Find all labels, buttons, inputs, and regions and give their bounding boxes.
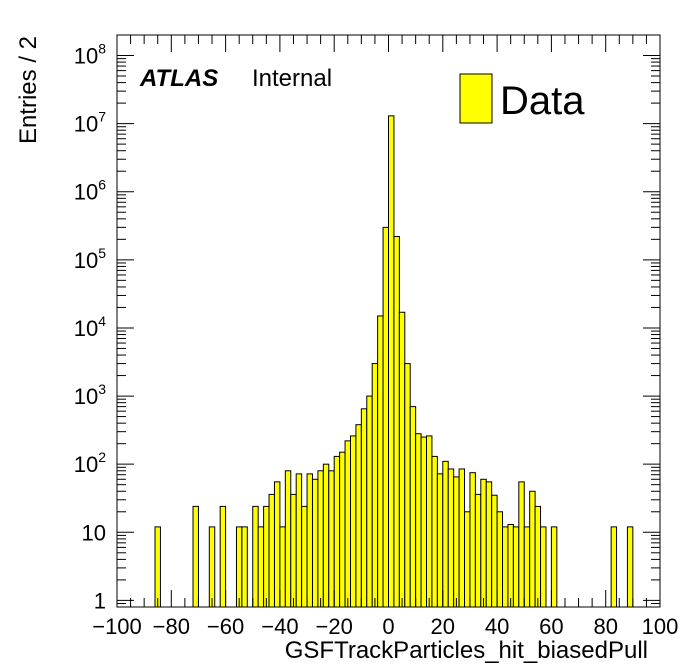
histogram-bar bbox=[268, 493, 275, 608]
histogram-bar bbox=[420, 436, 428, 608]
histogram-bar bbox=[393, 236, 400, 608]
y-tick-label: 106 bbox=[74, 177, 106, 205]
x-tick-label: −20 bbox=[316, 614, 353, 639]
histogram-bar bbox=[192, 505, 199, 608]
status-label: Internal bbox=[252, 65, 332, 92]
histogram-bars bbox=[154, 115, 634, 608]
x-tick-label: 80 bbox=[593, 614, 617, 639]
histogram-bar bbox=[366, 395, 373, 608]
histogram-bar bbox=[529, 490, 536, 608]
histogram-bar bbox=[464, 511, 471, 608]
histogram-bar bbox=[219, 505, 227, 608]
histogram-bar bbox=[502, 526, 509, 608]
x-axis-title: GSFTrackParticles_hit_biasedPull bbox=[285, 637, 648, 664]
histogram-bar bbox=[306, 473, 313, 608]
histogram-bar bbox=[512, 526, 520, 608]
y-tick-label: 108 bbox=[74, 41, 106, 69]
histogram-bar bbox=[377, 315, 384, 608]
histogram-bar bbox=[480, 478, 487, 608]
histogram-bar bbox=[626, 526, 634, 608]
atlas-label: ATLAS bbox=[139, 65, 218, 92]
histogram-bar bbox=[447, 468, 455, 608]
histogram-bar bbox=[426, 435, 433, 608]
x-tick-label: 100 bbox=[642, 614, 679, 639]
histogram-bar bbox=[453, 476, 460, 608]
histogram-bar bbox=[474, 493, 482, 608]
y-axis-title: Entries / 2 bbox=[15, 36, 42, 144]
histogram-bar bbox=[491, 494, 498, 608]
x-tick-label: −40 bbox=[261, 614, 298, 639]
axis-ticks bbox=[116, 34, 661, 608]
histogram-bar bbox=[485, 481, 493, 608]
histogram-bar bbox=[349, 435, 357, 608]
histogram-bar bbox=[311, 478, 319, 608]
histogram-bar bbox=[404, 363, 411, 608]
histogram-bar bbox=[388, 115, 395, 608]
histogram-bar bbox=[534, 505, 542, 608]
histogram-bar bbox=[398, 311, 406, 608]
histogram-bar bbox=[442, 460, 449, 608]
histogram-bar bbox=[431, 455, 438, 608]
histogram-bar bbox=[469, 472, 476, 608]
legend-label-data: Data bbox=[500, 79, 585, 123]
histogram-bar bbox=[257, 526, 265, 608]
histogram-bar bbox=[273, 481, 281, 608]
histogram-bar bbox=[360, 408, 368, 608]
histogram-bar bbox=[317, 470, 324, 608]
histogram-bar bbox=[322, 463, 330, 608]
histogram-bar bbox=[344, 440, 351, 608]
histogram-bar bbox=[290, 493, 297, 608]
x-tick-label: −80 bbox=[153, 614, 190, 639]
y-tick-label: 10 bbox=[82, 520, 106, 545]
y-tick-label: 104 bbox=[74, 313, 106, 341]
x-tick-label: 0 bbox=[382, 614, 394, 639]
histogram-bar bbox=[507, 524, 514, 608]
y-tick-label: 102 bbox=[74, 449, 106, 477]
histogram-bar bbox=[518, 481, 525, 608]
x-tick-label: 40 bbox=[485, 614, 509, 639]
histogram-bar bbox=[241, 526, 248, 608]
histogram-bar bbox=[208, 526, 216, 608]
x-tick-label: −100 bbox=[92, 614, 142, 639]
histogram-bar bbox=[284, 470, 292, 608]
histogram-bar bbox=[333, 455, 341, 608]
histogram-bar bbox=[550, 526, 558, 608]
histogram-bar bbox=[523, 526, 531, 608]
y-tick-label: 105 bbox=[74, 245, 106, 273]
x-tick-label: 20 bbox=[431, 614, 455, 639]
x-tick-label: −60 bbox=[207, 614, 244, 639]
y-tick-label: 107 bbox=[74, 109, 106, 137]
histogram-bar bbox=[355, 424, 362, 608]
histogram-bar bbox=[339, 451, 346, 608]
histogram-bar bbox=[235, 526, 243, 608]
legend-swatch bbox=[459, 73, 493, 124]
y-tick-labels: 1 10 102 103 104 105 106 107 108 bbox=[74, 41, 106, 614]
histogram-bar bbox=[263, 505, 270, 608]
histogram-bar bbox=[458, 468, 466, 608]
y-tick-label: 103 bbox=[74, 381, 106, 409]
histogram-bar bbox=[382, 226, 390, 608]
histogram-bar bbox=[436, 473, 444, 608]
histogram-bar bbox=[371, 363, 379, 608]
histogram-bar bbox=[252, 505, 259, 608]
histogram-bar bbox=[154, 526, 161, 608]
histogram-bar bbox=[540, 526, 547, 608]
histogram-bar bbox=[295, 473, 303, 608]
histogram-bar bbox=[328, 470, 335, 608]
histogram-bar bbox=[301, 505, 308, 608]
histogram-bar bbox=[415, 433, 422, 608]
histogram-bar bbox=[409, 406, 417, 608]
histogram-bar bbox=[610, 526, 618, 608]
histogram-bar bbox=[496, 511, 504, 608]
y-tick-label: 1 bbox=[94, 588, 106, 613]
histogram-bar bbox=[279, 526, 286, 608]
x-tick-labels: −100 −80 −60 −40 −20 0 20 40 60 80 100 bbox=[92, 614, 678, 639]
x-tick-label: 60 bbox=[539, 614, 563, 639]
legend: Data bbox=[459, 73, 585, 124]
